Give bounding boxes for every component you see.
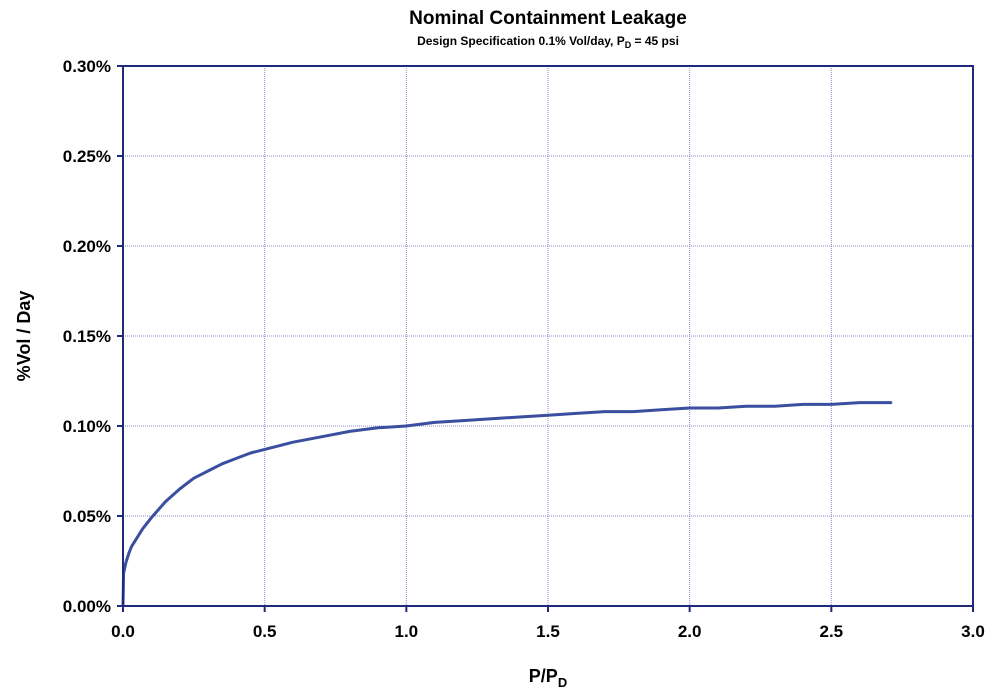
series-line-0 bbox=[121, 401, 893, 608]
x-tick-label: 2.5 bbox=[820, 622, 844, 641]
x-axis-ticks: 0.0 0.5 1.0 1.5 2.0 2.5 3.0 bbox=[111, 622, 985, 641]
y-axis-label: %Vol / Day bbox=[14, 291, 34, 382]
x-tick-label: 1.5 bbox=[536, 622, 560, 641]
subtitle-suffix: = 45 psi bbox=[631, 34, 679, 48]
chart-subtitle: Design Specification 0.1% Vol/day, PD = … bbox=[417, 34, 679, 50]
y-axis-ticks: 0.00% 0.05% 0.10% 0.15% 0.20% 0.25% 0.30% bbox=[63, 57, 111, 616]
grid bbox=[117, 65, 974, 612]
subtitle-subscript: D bbox=[625, 40, 632, 50]
x-axis-label-main: P/P bbox=[529, 666, 558, 686]
x-axis-label-subscript: D bbox=[558, 675, 567, 690]
x-tick-label: 0.5 bbox=[253, 622, 277, 641]
x-axis-label: P/PD bbox=[529, 666, 567, 690]
x-tick-label: 0.0 bbox=[111, 622, 135, 641]
chart-title: Nominal Containment Leakage bbox=[409, 8, 687, 29]
y-tick-label: 0.30% bbox=[63, 57, 111, 76]
x-tick-label: 1.0 bbox=[395, 622, 419, 641]
series-layer bbox=[121, 401, 893, 608]
y-tick-label: 0.10% bbox=[63, 417, 111, 436]
x-tick-label: 3.0 bbox=[961, 622, 985, 641]
y-tick-label: 0.25% bbox=[63, 147, 111, 166]
x-tick-label: 2.0 bbox=[678, 622, 702, 641]
y-tick-label: 0.20% bbox=[63, 237, 111, 256]
y-tick-label: 0.15% bbox=[63, 327, 111, 346]
y-tick-label: 0.05% bbox=[63, 507, 111, 526]
subtitle-prefix: Design Specification 0.1% Vol/day, P bbox=[417, 34, 625, 48]
plot-frame bbox=[122, 65, 974, 607]
y-tick-label: 0.00% bbox=[63, 597, 111, 616]
